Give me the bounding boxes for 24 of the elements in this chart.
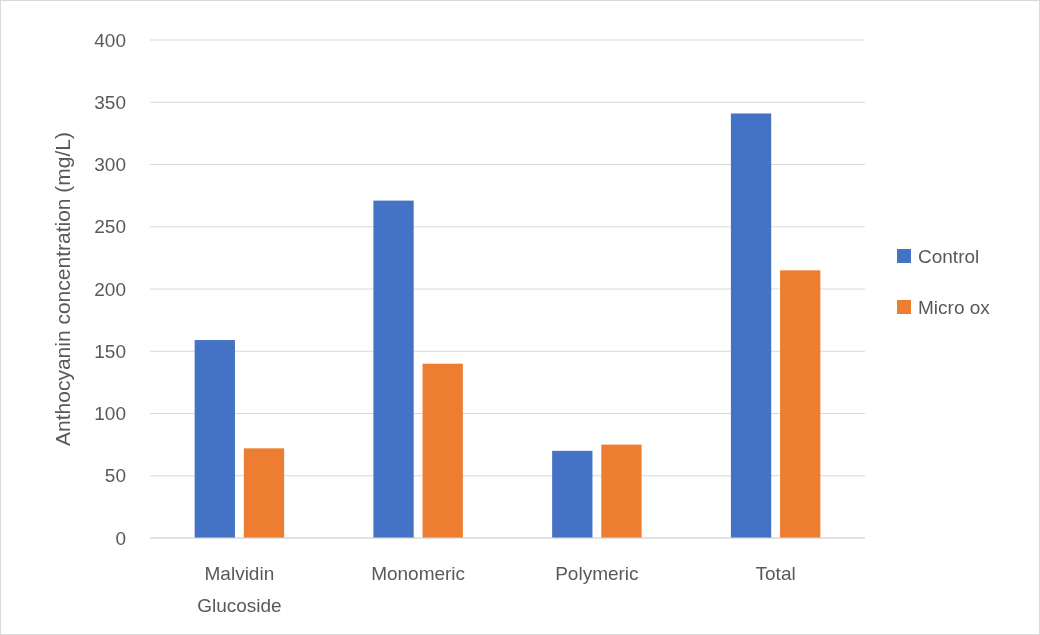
y-tick-label: 150 xyxy=(94,340,126,362)
bar xyxy=(243,448,285,538)
x-tick-label: Malvidin Glucoside xyxy=(197,563,282,616)
x-tick-label: Monomeric xyxy=(371,563,466,584)
y-tick-label: 300 xyxy=(94,154,126,176)
bar xyxy=(780,270,821,538)
y-tick-label: 100 xyxy=(94,403,126,425)
y-tick-label: 0 xyxy=(115,527,126,549)
bar xyxy=(422,363,463,538)
legend-label: Control xyxy=(918,245,980,267)
y-tick-label: 200 xyxy=(94,278,126,300)
y-tick-label: 400 xyxy=(94,29,126,51)
bar xyxy=(601,444,642,538)
y-tick-label: 350 xyxy=(94,91,126,113)
bar xyxy=(194,340,235,538)
y-axis-title: Anthocyanin concentration (mg/L) xyxy=(51,131,74,447)
bar xyxy=(730,113,772,538)
bar xyxy=(552,450,593,538)
x-tick-label: Total xyxy=(755,563,796,584)
bar xyxy=(373,200,414,538)
y-tick-label: 250 xyxy=(94,216,126,238)
y-tick-label: 50 xyxy=(104,465,126,487)
legend-label: Micro ox xyxy=(918,296,991,318)
x-tick-label: Polymeric xyxy=(555,563,639,584)
